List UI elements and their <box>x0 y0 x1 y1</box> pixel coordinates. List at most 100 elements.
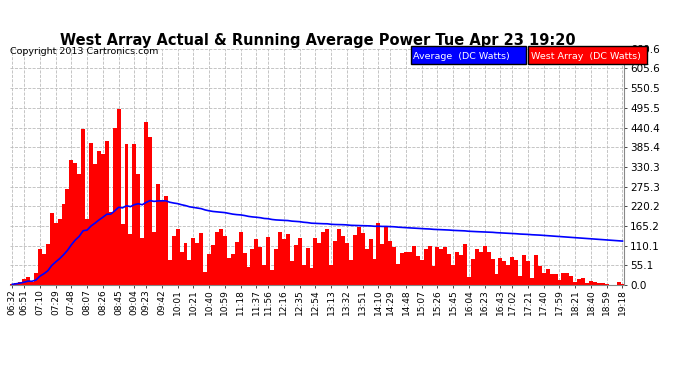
Bar <box>223 236 227 285</box>
Bar <box>294 245 297 285</box>
Bar <box>353 234 357 285</box>
Bar <box>211 245 215 285</box>
Bar <box>337 229 341 285</box>
Bar <box>101 154 105 285</box>
Bar <box>258 247 262 285</box>
Bar <box>578 279 581 285</box>
Text: West Array  (DC Watts): West Array (DC Watts) <box>531 52 640 61</box>
Bar <box>227 258 230 285</box>
Bar <box>377 222 380 285</box>
Bar <box>57 219 61 285</box>
Bar <box>530 278 534 285</box>
Text: Copyright 2013 Cartronics.com: Copyright 2013 Cartronics.com <box>10 47 159 56</box>
Bar <box>22 279 26 285</box>
Bar <box>164 196 168 285</box>
Bar <box>447 254 451 285</box>
Bar <box>14 283 18 285</box>
Bar <box>440 249 444 285</box>
Bar <box>486 252 491 285</box>
Bar <box>357 227 361 285</box>
Bar <box>333 242 337 285</box>
Bar <box>124 144 128 285</box>
Bar <box>349 260 353 285</box>
Bar <box>361 233 364 285</box>
Bar <box>593 282 597 285</box>
Bar <box>565 273 569 285</box>
Bar <box>475 249 479 285</box>
Bar <box>451 266 455 285</box>
Bar <box>617 282 620 285</box>
Bar <box>514 260 518 285</box>
Bar <box>302 265 306 285</box>
Bar <box>117 109 121 285</box>
Bar <box>495 274 498 285</box>
Bar <box>70 160 73 285</box>
Bar <box>310 268 313 285</box>
Bar <box>542 273 546 285</box>
Bar <box>368 239 373 285</box>
Bar <box>109 212 112 285</box>
Bar <box>404 252 408 285</box>
Text: Average  (DC Watts): Average (DC Watts) <box>413 52 510 61</box>
Bar <box>191 238 195 285</box>
Bar <box>408 252 412 285</box>
Title: West Array Actual & Running Average Power Tue Apr 23 19:20: West Array Actual & Running Average Powe… <box>59 33 575 48</box>
Bar <box>239 232 243 285</box>
Bar <box>215 232 219 285</box>
Bar <box>89 144 93 285</box>
Bar <box>219 229 223 285</box>
Bar <box>546 269 550 285</box>
Bar <box>620 284 624 285</box>
Bar <box>511 257 514 285</box>
Bar <box>144 122 148 285</box>
Bar <box>538 266 542 285</box>
Bar <box>266 237 270 285</box>
Bar <box>97 152 101 285</box>
Bar <box>176 229 179 285</box>
Bar <box>428 246 431 285</box>
Bar <box>195 243 199 285</box>
Bar <box>172 236 176 285</box>
Bar <box>61 204 66 285</box>
Bar <box>105 141 109 285</box>
Bar <box>553 274 558 285</box>
Bar <box>463 244 467 285</box>
Bar <box>93 164 97 285</box>
Bar <box>278 232 282 285</box>
Bar <box>412 246 416 285</box>
Bar <box>85 219 89 285</box>
Bar <box>558 280 562 285</box>
Bar <box>562 273 565 285</box>
Bar <box>491 259 495 285</box>
Bar <box>204 272 207 285</box>
Bar <box>262 266 266 285</box>
Bar <box>322 232 325 285</box>
Bar <box>255 239 258 285</box>
Bar <box>384 227 388 285</box>
Bar <box>435 247 440 285</box>
Bar <box>573 282 578 285</box>
Bar <box>34 273 38 285</box>
Bar <box>444 247 447 285</box>
Bar <box>112 128 117 285</box>
Bar <box>77 174 81 285</box>
Bar <box>526 261 530 285</box>
Bar <box>400 253 404 285</box>
Bar <box>230 254 235 285</box>
Bar <box>341 236 345 285</box>
Bar <box>137 174 140 285</box>
Bar <box>392 247 396 285</box>
Bar <box>506 265 511 285</box>
Bar <box>50 213 54 285</box>
Bar <box>550 274 553 285</box>
Bar <box>388 241 392 285</box>
Bar <box>329 266 333 285</box>
Bar <box>522 255 526 285</box>
Bar <box>270 270 274 285</box>
Bar <box>132 144 137 285</box>
Bar <box>424 249 428 285</box>
Bar <box>10 284 14 285</box>
Bar <box>471 259 475 285</box>
Bar <box>18 282 22 285</box>
Bar <box>128 234 132 285</box>
